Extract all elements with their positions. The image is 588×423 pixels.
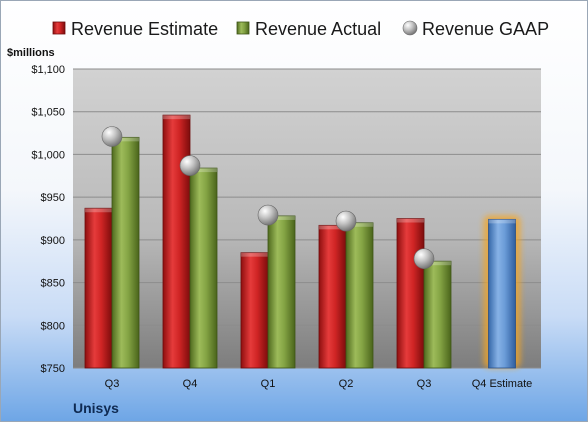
bar-revenue-estimate-highlight [241,252,268,257]
gaap-marker [179,155,201,176]
bars [84,114,521,369]
x-axis-ticks: Q3 Q4 Q1 Q2 Q3 Q4 Estimate [105,378,533,390]
gaap-marker [413,248,435,269]
x-tick-label: Q1 [261,378,276,390]
bar-revenue-actual [111,136,140,369]
x-tick-label: Q2 [339,378,354,390]
bar-revenue-estimate [84,207,113,369]
bar-revenue-estimate [318,224,347,369]
bar-q4-estimate [488,218,516,369]
x-tick-label: Q3 [417,378,432,390]
bar-revenue-actual-highlight [190,168,217,173]
gaap-markers [101,126,435,269]
y-tick-label: $850 [41,278,65,290]
bar-revenue-actual [189,167,218,369]
gaap-marker [257,204,279,226]
legend-swatch [402,20,418,36]
bar-revenue-actual-highlight [346,222,373,227]
y-tick-label: $1,100 [31,64,65,76]
legend-swatch [52,21,66,35]
plot-area [73,69,541,368]
legend-item: Revenue GAAP [402,19,549,39]
y-axis-ticks: $750 $800 $850 $900 $950 $1,000 $1,050 $1,100 [31,64,65,375]
legend-item: Revenue Actual [236,19,381,39]
bar-revenue-actual [267,215,296,369]
bar-revenue-estimate-highlight [319,225,346,230]
legend-label: Revenue Actual [255,19,381,39]
company-name: Unisys [73,400,119,416]
bar-revenue-estimate-highlight [85,208,112,213]
bar-revenue-actual-highlight [268,215,295,220]
bar-revenue-estimate [162,114,191,369]
x-tick-label: Q4 [183,378,198,390]
legend: Revenue Estimate Revenue Actual Revenue GA… [52,19,549,39]
bar-revenue-estimate [396,218,425,369]
y-tick-label: $900 [41,235,65,247]
bar-revenue-actual-highlight [424,261,451,266]
gridlines [73,68,541,369]
x-tick-label: Q3 [105,378,120,390]
y-tick-label: $1,050 [31,107,65,119]
gaap-marker [335,210,357,232]
bar-q4-estimate-highlight [488,219,516,224]
y-tick-label: $1,000 [31,149,65,161]
y-tick-label: $950 [41,192,65,204]
bar-revenue-estimate [240,252,269,369]
bar-revenue-actual-highlight [112,137,139,142]
unit-label: $millions [7,47,55,59]
legend-label: Revenue Estimate [71,19,218,39]
legend-item: Revenue Estimate [52,19,218,39]
legend-swatch [236,21,250,35]
bar-revenue-actual [345,222,374,369]
y-tick-label: $800 [41,320,65,332]
x-tick-label: Q4 Estimate [472,378,533,390]
bar-revenue-estimate-highlight [163,115,190,120]
bar-revenue-actual [423,260,452,369]
y-tick-label: $750 [41,363,65,375]
bar-revenue-estimate-highlight [397,218,424,223]
gaap-marker [101,126,123,147]
legend-label: Revenue GAAP [422,19,549,39]
